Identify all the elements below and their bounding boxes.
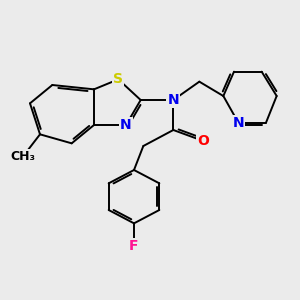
Text: S: S [113,72,123,86]
Text: F: F [129,239,139,253]
Text: N: N [120,118,132,132]
Text: N: N [232,116,244,130]
Text: N: N [167,93,179,107]
Text: CH₃: CH₃ [11,149,36,163]
Text: O: O [197,134,209,148]
